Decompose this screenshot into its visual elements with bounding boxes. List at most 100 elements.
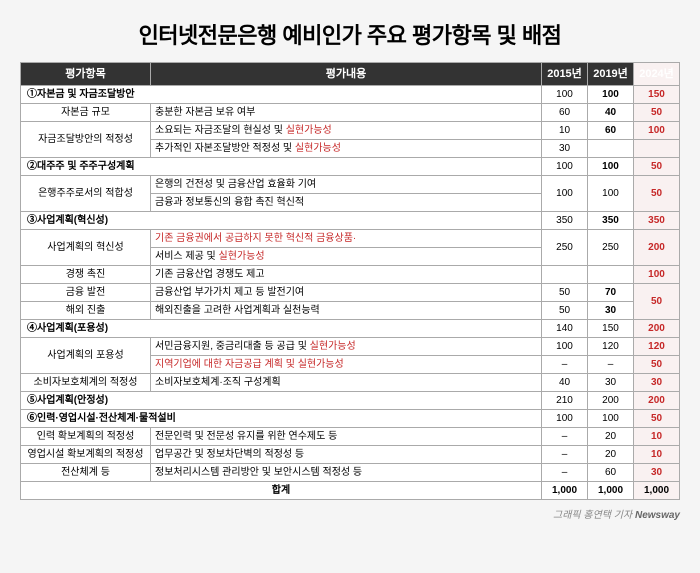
y2024: 200 bbox=[634, 320, 680, 338]
item-label: 은행주주로서의 적합성 bbox=[21, 176, 151, 212]
y2019: 100 bbox=[588, 410, 634, 428]
y2015: 50 bbox=[542, 284, 588, 302]
desc: 금융과 정보통신의 융합 촉진 혁신적 bbox=[151, 194, 542, 212]
section-row: ①자본금 및 자금조달방안100100150 bbox=[21, 86, 680, 104]
y2019: 40 bbox=[588, 104, 634, 122]
y2015: 140 bbox=[542, 320, 588, 338]
section-label: ②대주주 및 주주구성계획 bbox=[21, 158, 542, 176]
y2019: 20 bbox=[588, 428, 634, 446]
y2015: 100 bbox=[542, 176, 588, 212]
y2019: 30 bbox=[588, 374, 634, 392]
y2015: – bbox=[542, 464, 588, 482]
table-row: 사업계획의 혁신성기존 금융권에서 공급하지 못한 혁신적 금융상품·25025… bbox=[21, 230, 680, 248]
y2024: 50 bbox=[634, 284, 680, 320]
y2024: 30 bbox=[634, 374, 680, 392]
col-item: 평가항목 bbox=[21, 63, 151, 86]
y2024: 50 bbox=[634, 176, 680, 212]
y2015: 100 bbox=[542, 158, 588, 176]
header-row: 평가항목 평가내용 2015년 2019년 2024년 bbox=[21, 63, 680, 86]
y2015: 30 bbox=[542, 140, 588, 158]
desc: 소비자보호체계·조직 구성계획 bbox=[151, 374, 542, 392]
col-2019: 2019년 bbox=[588, 63, 634, 86]
y2019: – bbox=[588, 356, 634, 374]
y2024 bbox=[634, 140, 680, 158]
y2019 bbox=[588, 266, 634, 284]
y2024: 10 bbox=[634, 446, 680, 464]
section-label: ③사업계획(혁신성) bbox=[21, 212, 542, 230]
section-row: ⑤사업계획(안정성)210200200 bbox=[21, 392, 680, 410]
item-label: 경쟁 촉진 bbox=[21, 266, 151, 284]
y2019: 100 bbox=[588, 86, 634, 104]
y2015: 350 bbox=[542, 212, 588, 230]
y2015: 100 bbox=[542, 410, 588, 428]
table-row: 금융 발전금융산업 부가가치 제고 등 발전기여507050 bbox=[21, 284, 680, 302]
y2024: 10 bbox=[634, 428, 680, 446]
table-row: 사업계획의 포용성서민금융지원, 중금리대출 등 공급 및 실현가능성10012… bbox=[21, 338, 680, 356]
item-label: 금융 발전 bbox=[21, 284, 151, 302]
y2019: 30 bbox=[588, 302, 634, 320]
desc: 추가적인 자본조달방안 적정성 및 실현가능성 bbox=[151, 140, 542, 158]
y2015: 100 bbox=[542, 338, 588, 356]
y2015: 50 bbox=[542, 302, 588, 320]
y2015: 210 bbox=[542, 392, 588, 410]
total-2024: 1,000 bbox=[634, 482, 680, 500]
col-2024: 2024년 bbox=[634, 63, 680, 86]
y2019: 150 bbox=[588, 320, 634, 338]
desc: 업무공간 및 정보차단벽의 적정성 등 bbox=[151, 446, 542, 464]
y2015: 250 bbox=[542, 230, 588, 266]
desc: 지역기업에 대한 자금공급 계획 및 실현가능성 bbox=[151, 356, 542, 374]
credit: 그래픽 홍연택 기자 bbox=[553, 510, 632, 521]
table-row: 경쟁 촉진기존 금융산업 경쟁도 제고 100 bbox=[21, 266, 680, 284]
y2019: 200 bbox=[588, 392, 634, 410]
item-label: 자금조달방안의 적정성 bbox=[21, 122, 151, 158]
brand: Newsway bbox=[635, 510, 680, 521]
item-label: 사업계획의 포용성 bbox=[21, 338, 151, 374]
y2015: – bbox=[542, 428, 588, 446]
y2015: – bbox=[542, 446, 588, 464]
y2024: 350 bbox=[634, 212, 680, 230]
y2015: 10 bbox=[542, 122, 588, 140]
item-label: 인력 확보계획의 적정성 bbox=[21, 428, 151, 446]
y2024: 200 bbox=[634, 392, 680, 410]
section-row: ②대주주 및 주주구성계획10010050 bbox=[21, 158, 680, 176]
y2024: 50 bbox=[634, 158, 680, 176]
y2024: 30 bbox=[634, 464, 680, 482]
y2019: 100 bbox=[588, 158, 634, 176]
y2024: 100 bbox=[634, 266, 680, 284]
table-row: 전산체계 등정보처리시스템 관리방안 및 보안시스템 적정성 등–6030 bbox=[21, 464, 680, 482]
desc: 기존 금융산업 경쟁도 제고 bbox=[151, 266, 542, 284]
table-row: 인력 확보계획의 적정성전문인력 및 전문성 유지를 위한 연수제도 등–201… bbox=[21, 428, 680, 446]
total-2015: 1,000 bbox=[542, 482, 588, 500]
section-label: ④사업계획(포용성) bbox=[21, 320, 542, 338]
table-row: 자금조달방안의 적정성소요되는 자금조달의 현실성 및 실현가능성1060100 bbox=[21, 122, 680, 140]
table-row: 영업시설 확보계획의 적정성업무공간 및 정보차단벽의 적정성 등–2010 bbox=[21, 446, 680, 464]
item-label: 전산체계 등 bbox=[21, 464, 151, 482]
desc: 금융산업 부가가치 제고 등 발전기여 bbox=[151, 284, 542, 302]
desc: 정보처리시스템 관리방안 및 보안시스템 적정성 등 bbox=[151, 464, 542, 482]
total-label: 합계 bbox=[21, 482, 542, 500]
y2024: 150 bbox=[634, 86, 680, 104]
y2015 bbox=[542, 266, 588, 284]
desc: 서비스 제공 및 실현가능성 bbox=[151, 248, 542, 266]
desc: 전문인력 및 전문성 유지를 위한 연수제도 등 bbox=[151, 428, 542, 446]
y2019: 70 bbox=[588, 284, 634, 302]
section-row: ④사업계획(포용성)140150200 bbox=[21, 320, 680, 338]
y2024: 200 bbox=[634, 230, 680, 266]
desc: 기존 금융권에서 공급하지 못한 혁신적 금융상품· bbox=[151, 230, 542, 248]
desc: 서민금융지원, 중금리대출 등 공급 및 실현가능성 bbox=[151, 338, 542, 356]
item-label: 영업시설 확보계획의 적정성 bbox=[21, 446, 151, 464]
desc: 은행의 건전성 및 금융산업 효율화 기여 bbox=[151, 176, 542, 194]
total-2019: 1,000 bbox=[588, 482, 634, 500]
y2019 bbox=[588, 140, 634, 158]
y2015: 100 bbox=[542, 86, 588, 104]
y2019: 250 bbox=[588, 230, 634, 266]
section-label: ⑥인력·영업시설·전산체계·물적설비 bbox=[21, 410, 542, 428]
total-row: 합계1,0001,0001,000 bbox=[21, 482, 680, 500]
y2024: 50 bbox=[634, 104, 680, 122]
item-label: 해외 진출 bbox=[21, 302, 151, 320]
col-2015: 2015년 bbox=[542, 63, 588, 86]
y2019: 350 bbox=[588, 212, 634, 230]
y2024: 50 bbox=[634, 410, 680, 428]
desc: 충분한 자본금 보유 여부 bbox=[151, 104, 542, 122]
y2019: 100 bbox=[588, 176, 634, 212]
